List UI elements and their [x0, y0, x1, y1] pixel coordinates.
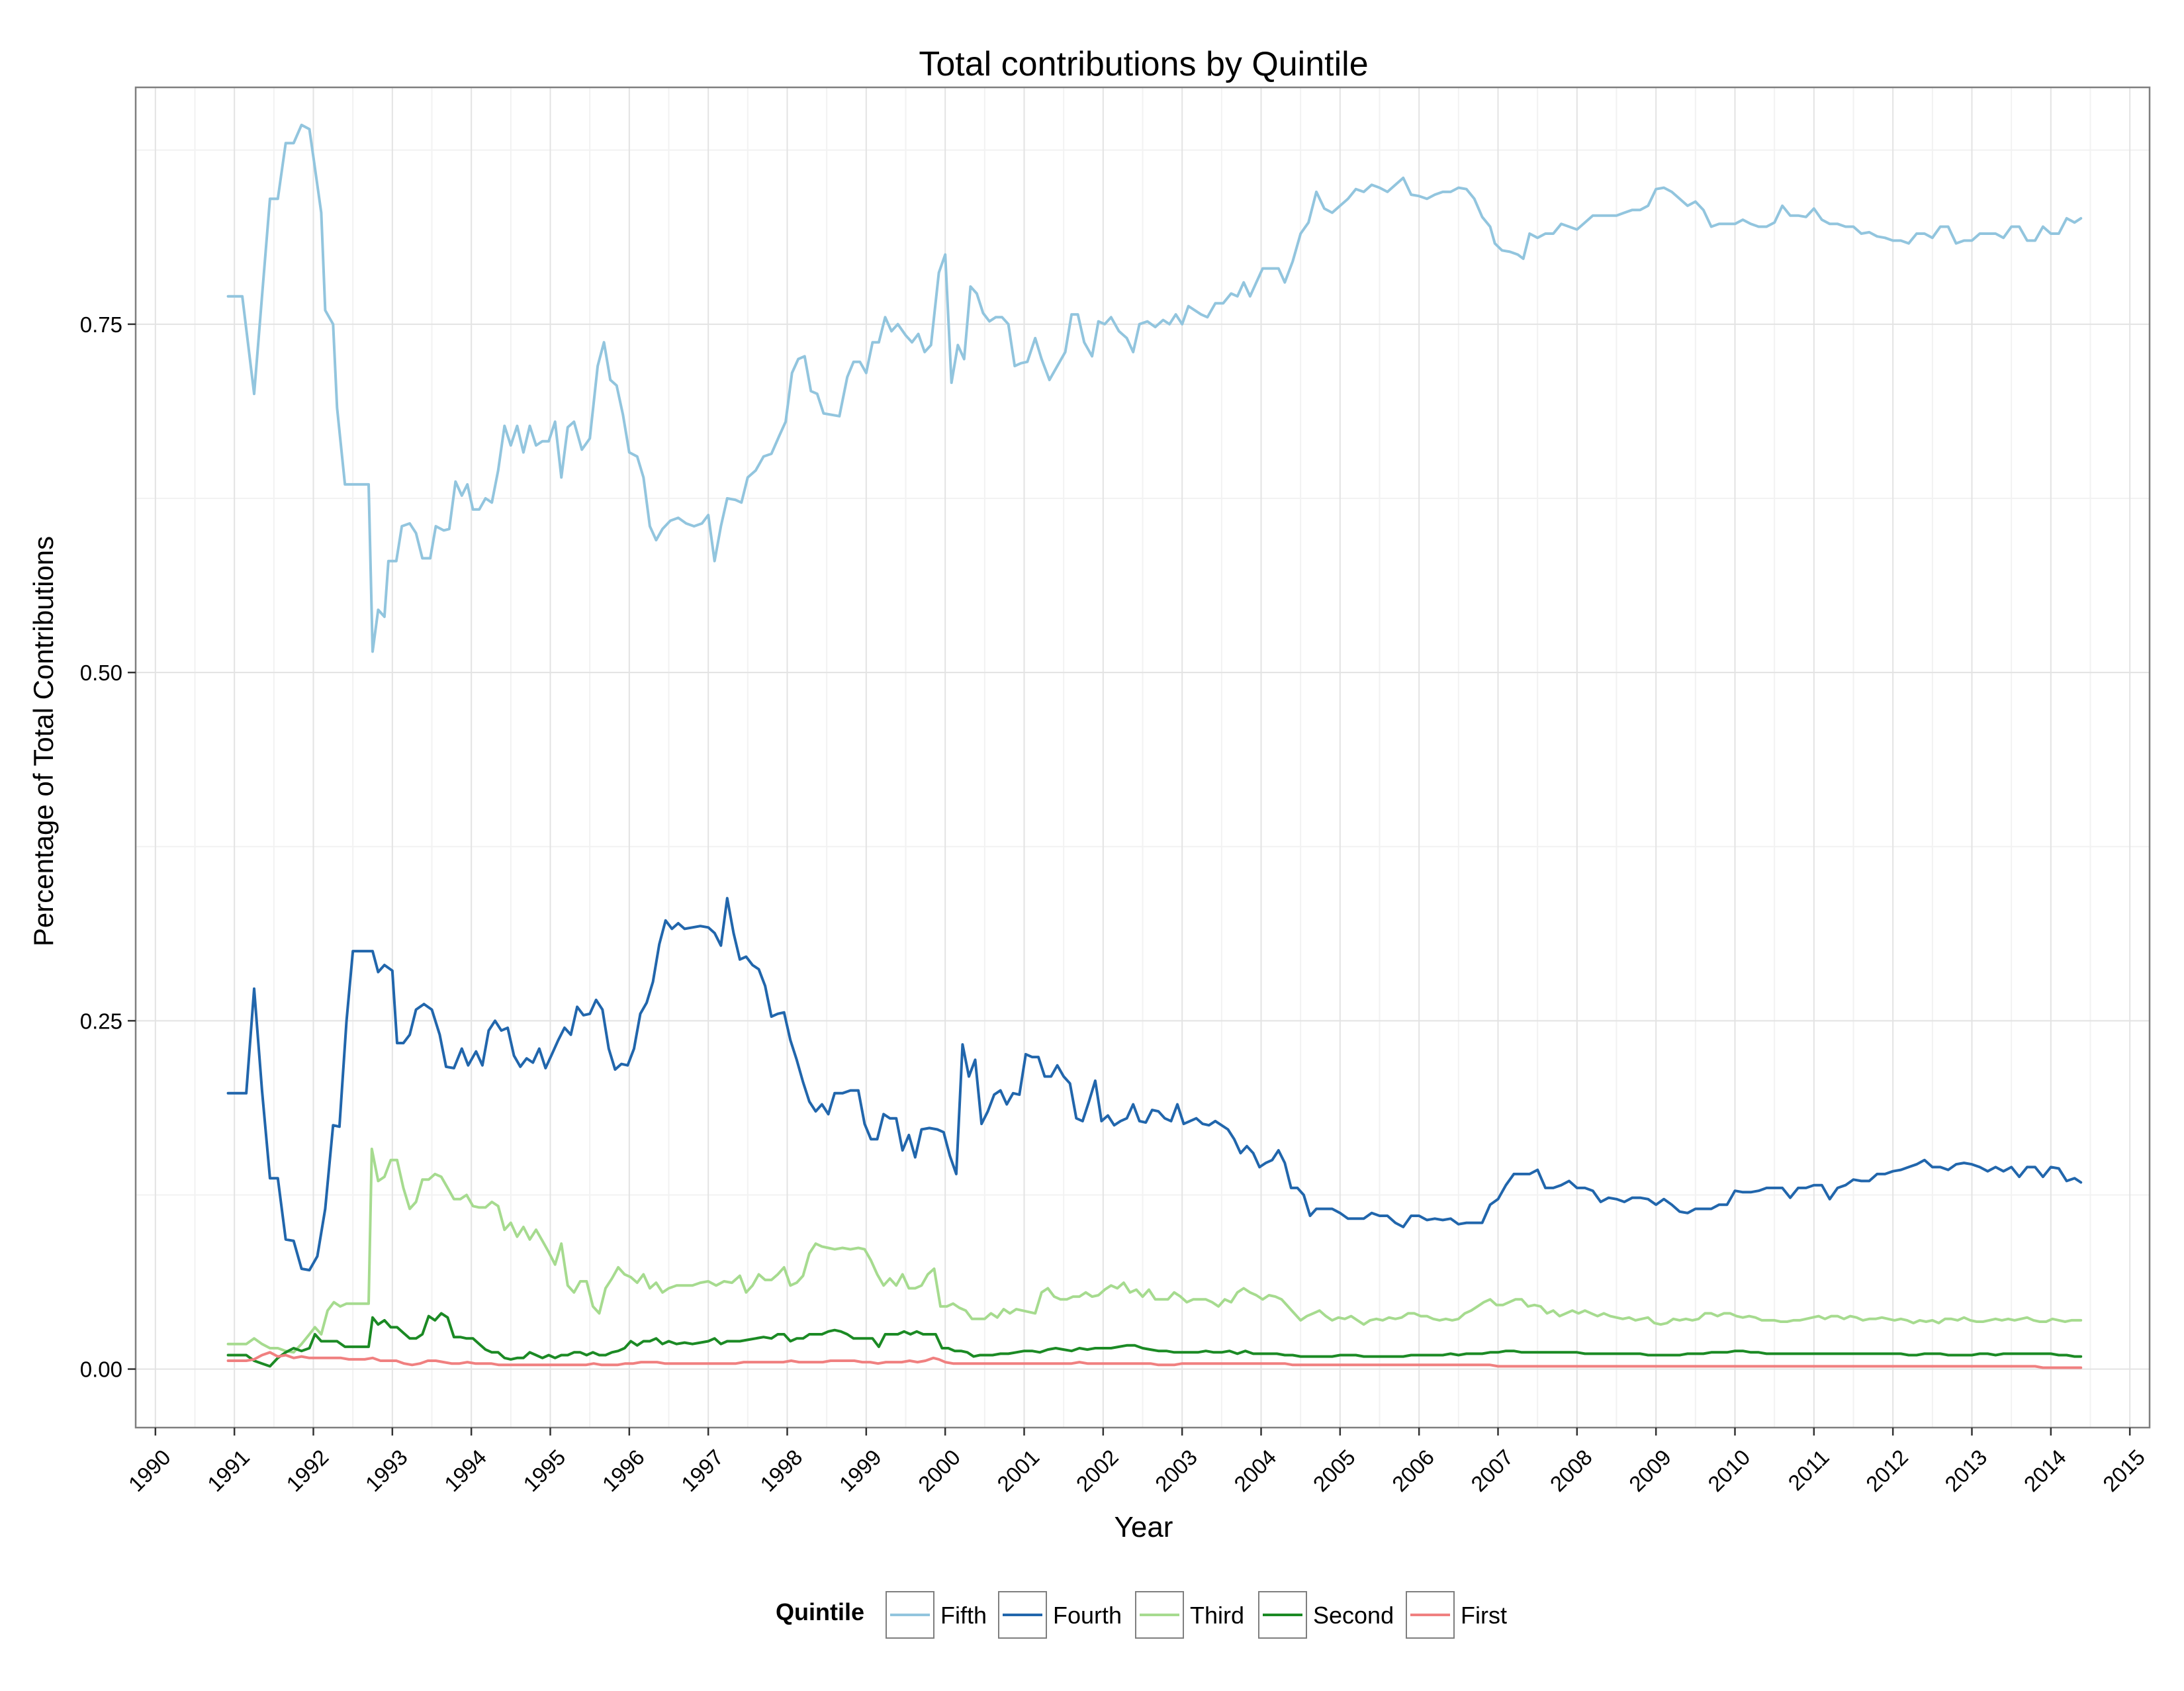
chart-title: Total contributions by Quintile: [919, 45, 1368, 83]
legend-label-fourth: Fourth: [1053, 1602, 1122, 1629]
legend-label-first: First: [1461, 1602, 1507, 1629]
series-line-second: [226, 1312, 2083, 1368]
legend: Quintile Fifth Fourth Third Second First: [776, 1591, 1507, 1639]
x-axis-title: Year: [1115, 1511, 1173, 1543]
y-tick-label: 0.00: [80, 1357, 122, 1382]
legend-label-third: Third: [1190, 1602, 1244, 1629]
series-line-third: [226, 1148, 2083, 1354]
series-line-fourth: [226, 897, 2083, 1272]
legend-label-second: Second: [1313, 1602, 1394, 1629]
y-tick-label: 0.75: [80, 312, 122, 337]
y-axis-title: Percentage of Total Contributions: [28, 536, 59, 946]
y-tick-label: 0.50: [80, 661, 122, 685]
series-line-fifth: [226, 123, 2083, 653]
plot-border: [134, 86, 2151, 1429]
y-tick-label: 0.25: [80, 1009, 122, 1033]
legend-title: Quintile: [776, 1598, 864, 1625]
series-line-first: [226, 1351, 2083, 1369]
legend-label-fifth: Fifth: [940, 1602, 987, 1629]
